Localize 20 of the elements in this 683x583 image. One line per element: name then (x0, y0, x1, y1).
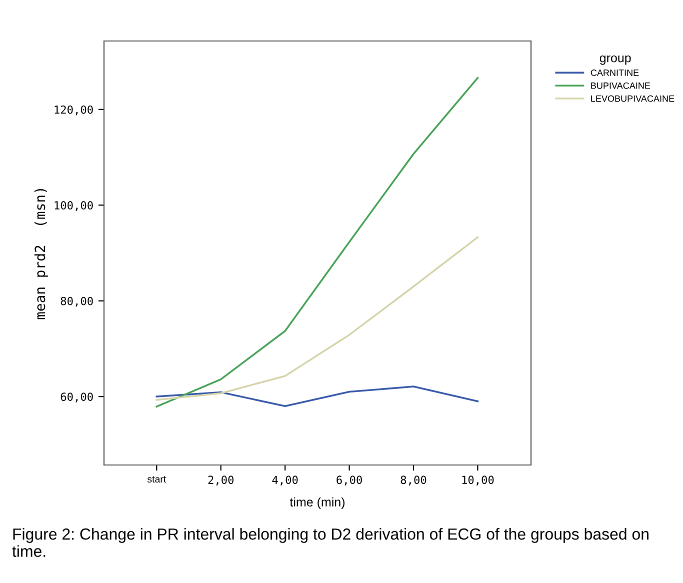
x-tick-label: start (147, 476, 166, 483)
y-tick-label: 60,00 (60, 392, 93, 402)
x-tick-label: 2,00 (208, 476, 234, 486)
legend-title: group (600, 55, 631, 65)
line-series (156, 236, 479, 401)
legend-label: CARNITINE (590, 70, 639, 76)
line-series (156, 386, 479, 408)
x-axis-title: time (min) (290, 497, 345, 509)
line-series (156, 76, 479, 408)
x-tick-label: 4,00 (272, 476, 298, 486)
y-tick-label: 120,00 (54, 105, 93, 116)
legend-label: LEVOBUPIVACAINE (591, 95, 674, 102)
caption: Figure 2: Change in PR interval belonging to D2 derivation of ECG of the groups based on time. (12, 528, 648, 557)
x-tick-label: 6,00 (336, 476, 362, 486)
y-tick-label: 100,00 (54, 201, 93, 211)
x-tick-label: 8,00 (400, 476, 426, 486)
y-axis-title: mean prd2 (msn) (34, 188, 48, 320)
x-tick-label: 10,00 (462, 476, 494, 486)
legend-label: BUPIVACAINE (591, 82, 650, 89)
y-tick-label: 80,00 (60, 296, 93, 307)
